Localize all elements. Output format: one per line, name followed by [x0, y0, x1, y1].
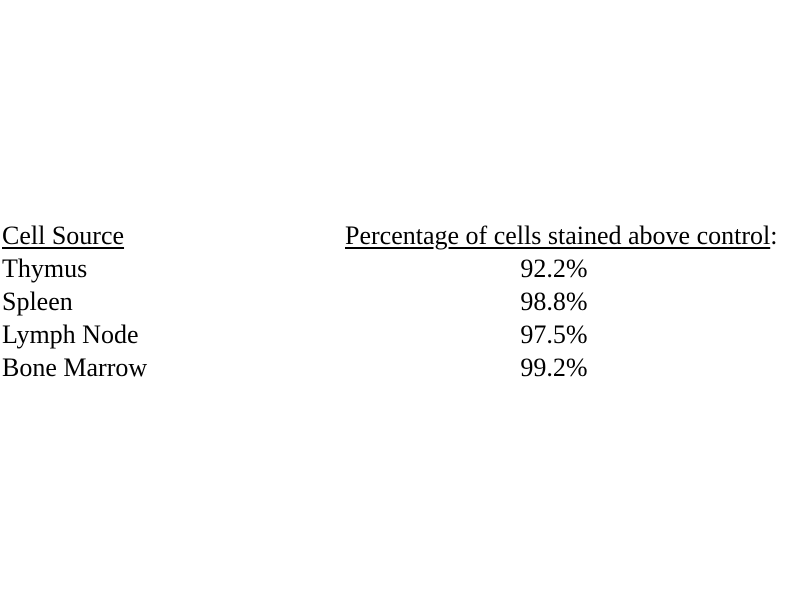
header-percentage: Percentage of cells stained above contro… [345, 219, 777, 252]
row-source-lymph-node: Lymph Node [2, 320, 139, 349]
table-row: Spleen 98.8% [0, 285, 800, 318]
table-row: Lymph Node 97.5% [0, 318, 800, 351]
row-value-spleen: 98.8% [520, 287, 588, 316]
row-value-bone-marrow: 99.2% [520, 353, 588, 382]
row-value-thymus: 92.2% [520, 254, 588, 283]
row-source-bone-marrow: Bone Marrow [2, 353, 148, 382]
header-cell-source: Cell Source [0, 219, 345, 252]
table-header-row: Cell Source Percentage of cells stained … [0, 219, 800, 252]
header-percentage-label: Percentage of cells stained above contro… [345, 221, 771, 250]
row-source-spleen: Spleen [2, 287, 73, 316]
header-cell-source-label: Cell Source [2, 221, 125, 250]
table-row: Thymus 92.2% [0, 252, 800, 285]
row-value-lymph-node: 97.5% [520, 320, 588, 349]
cell-staining-table: Cell Source Percentage of cells stained … [0, 219, 800, 384]
row-source-thymus: Thymus [2, 254, 88, 283]
table-row: Bone Marrow 99.2% [0, 351, 800, 384]
header-percentage-colon: : [770, 221, 778, 250]
